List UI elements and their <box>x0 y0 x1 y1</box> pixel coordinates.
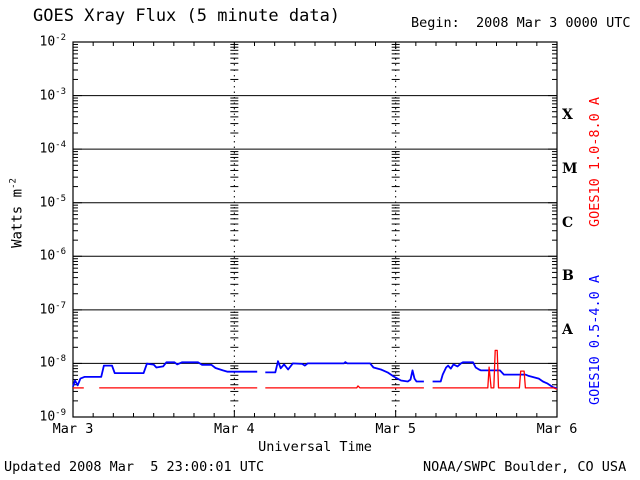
x-tick-label: Mar 3 <box>52 421 94 437</box>
series-label-long-channel: GOES10 1.0-8.0 A <box>587 96 603 228</box>
y-tick-label: 10-8 <box>39 354 67 371</box>
series-label-short-channel: GOES10 0.5-4.0 A <box>587 274 603 406</box>
flare-class-label-X: X <box>562 107 573 124</box>
y-tick-label: 10-2 <box>39 33 67 50</box>
x-tick-label: Mar 5 <box>375 421 416 437</box>
series-line-short-channel <box>265 360 424 383</box>
series-line-short-channel <box>72 361 258 387</box>
series-line-long-channel <box>265 385 424 389</box>
plot-frame <box>72 41 558 418</box>
updated-timestamp: Updated 2008 Mar 5 23:00:01 UTC <box>4 459 265 475</box>
attribution-label: NOAA/SWPC Boulder, CO USA <box>423 459 627 475</box>
flare-class-label-B: B <box>562 268 574 285</box>
flare-class-label-A: A <box>562 321 573 338</box>
x-tick-label: Mar 6 <box>536 421 578 437</box>
y-tick-label: 10-7 <box>39 300 67 318</box>
y-tick-label: 10-9 <box>39 408 67 425</box>
y-tick-label: 10-5 <box>39 193 67 211</box>
begin-time-label: Begin: 2008 Mar 3 0000 UTC <box>411 15 631 31</box>
series-line-short-channel <box>432 361 558 390</box>
x-axis-label: Universal Time <box>258 439 372 455</box>
x-tick-label: Mar 4 <box>214 421 255 437</box>
y-tick-label: 10-3 <box>39 86 67 103</box>
chart-title: GOES Xray Flux (5 minute data) <box>33 6 341 26</box>
flare-class-label-C: C <box>562 214 574 231</box>
flare-class-label-M: M <box>562 160 578 177</box>
y-tick-label: 10-4 <box>39 140 67 157</box>
y-tick-label: 10-6 <box>39 247 67 264</box>
series-line-long-channel <box>432 349 558 390</box>
